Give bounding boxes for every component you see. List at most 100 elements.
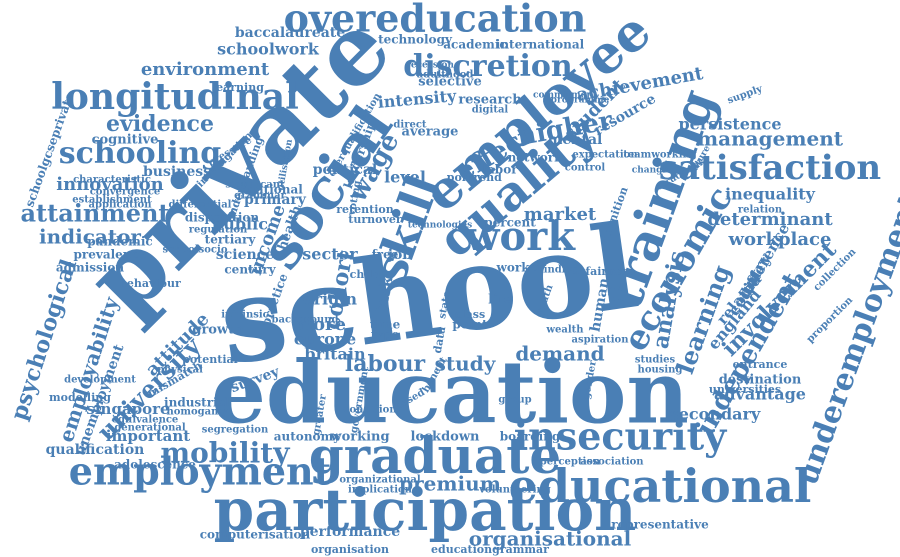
cloud-word-boarding: boarding [500, 430, 561, 444]
cloud-word-europe: europe [294, 330, 356, 349]
cloud-word-expectation: expectation [572, 150, 638, 161]
cloud-word-management: management [697, 127, 844, 151]
cloud-word-market: market [524, 204, 597, 225]
cloud-word-generational: generational [114, 423, 186, 434]
cloud-word-mental: mental [548, 132, 603, 148]
cloud-word-lockdown: lockdown [411, 430, 480, 445]
cloud-word-turnover: turnover [348, 213, 402, 226]
cloud-word-homogamy: homogamy [166, 407, 228, 418]
cloud-word-finding: finding [540, 265, 580, 276]
cloud-word-environment: environment [141, 59, 270, 80]
cloud-word-pandemic: pandemic [87, 235, 152, 249]
cloud-word-persistence: persistence [678, 115, 781, 134]
cloud-word-background: background [272, 315, 339, 326]
cloud-word-percent: percent [484, 216, 536, 230]
cloud-word-science: science [216, 247, 274, 263]
cloud-word-organizational: organizational [339, 475, 420, 486]
cloud-word-trend: trend [468, 171, 502, 184]
cloud-word-evidence: evidence [106, 111, 214, 137]
cloud-word-worker: worker [496, 261, 545, 275]
cloud-word-wealth: wealth [545, 325, 584, 336]
cloud-word-premium: premium [399, 472, 501, 496]
cloud-word-child: child [350, 268, 381, 281]
cloud-word-academic: academic [443, 38, 506, 52]
cloud-word-free: free [372, 248, 399, 262]
cloud-word-education: education [211, 343, 689, 444]
cloud-word-prevalence: prevalence [74, 248, 147, 262]
cloud-word-group: group [498, 395, 531, 406]
cloud-word-schooling: schooling [59, 136, 222, 171]
cloud-word-class: class [455, 308, 485, 321]
cloud-word-equivalence: equivalence [112, 415, 179, 426]
cloud-word-century: century [224, 263, 276, 277]
cloud-word-attainment: attainment [20, 199, 169, 228]
cloud-word-level: level [384, 168, 426, 187]
cloud-word-britain: britain [304, 345, 366, 364]
cloud-word-destination: destination [719, 373, 802, 388]
cloud-word-fairness: fairness [585, 265, 634, 278]
cloud-word-computerisation: computerisation [200, 528, 311, 542]
cloud-word-behaviour: behaviour [119, 277, 181, 290]
cloud-word-disposition: disposition [185, 211, 260, 225]
cloud-word-association: association [580, 457, 644, 468]
cloud-word-retention: retention [336, 203, 393, 216]
cloud-word-schoolwork: schoolwork [217, 40, 320, 59]
cloud-word-workplace: workplace [728, 229, 832, 250]
cloud-word-employment: employment [69, 449, 332, 494]
cloud-word-educational: educational [509, 459, 812, 513]
cloud-word-international: international [496, 38, 585, 52]
cloud-word-aspiration: aspiration [571, 335, 629, 346]
cloud-word-physical: physical [157, 365, 203, 376]
cloud-word-performance: performance [300, 524, 400, 540]
cloud-word-labor: labor [482, 163, 518, 177]
cloud-word-earning: earning [216, 81, 264, 94]
cloud-word-policy: policy [447, 171, 484, 184]
cloud-word-entrance: entrance [733, 358, 788, 371]
cloud-word-convergence: convergence [90, 187, 161, 198]
cloud-word-perception: perception [540, 457, 601, 468]
cloud-word-housing: housing [638, 365, 683, 376]
cloud-word-cognitive: cognitive [92, 133, 159, 148]
cloud-word-advantage: advantage [714, 385, 806, 404]
cloud-word-control: control [565, 163, 606, 174]
cloud-word-establishment: establishment [72, 195, 152, 206]
cloud-word-working: working [329, 430, 389, 445]
cloud-word-representative: representative [611, 518, 709, 532]
cloud-word-adulthood: adulthood [417, 70, 474, 81]
cloud-word-research: research [458, 93, 522, 108]
cloud-word-satisfaction: satisfaction [659, 148, 881, 188]
cloud-word-organisational: organisational [469, 527, 632, 551]
cloud-word-demand: demand [515, 342, 604, 366]
cloud-word-change: change [632, 166, 669, 176]
cloud-word-relation: relation [738, 205, 783, 216]
cloud-word-potential: potential [182, 353, 238, 366]
cloud-word-point: point [452, 318, 488, 332]
cloud-word-primary: primary [244, 192, 307, 208]
cloud-word-more: more [294, 314, 346, 335]
cloud-word-participation: participation [214, 476, 637, 544]
cloud-word-sector: sector [302, 245, 358, 264]
cloud-word-job: job [386, 247, 412, 263]
cloud-word-characteristic: characteristic [73, 175, 151, 186]
cloud-word-adolescence: adolescence [114, 458, 196, 472]
cloud-word-business: business [143, 164, 211, 180]
cloud-word-state: state [437, 290, 453, 319]
cloud-word-baccalaureate: baccalaureate [235, 25, 345, 41]
cloud-word-longitudinal: longitudinal [51, 76, 299, 118]
cloud-word-differential: differential [169, 200, 232, 211]
cloud-word-regulation: regulation [189, 225, 248, 236]
cloud-word-implication: implication [348, 485, 413, 496]
cloud-word-overeducation: overeducation [284, 0, 587, 41]
cloud-word-inequality: inequality [725, 185, 816, 204]
cloud-word-intrinsic: intrinsic [221, 310, 269, 321]
cloud-word-digital: digital [472, 105, 509, 116]
cloud-word-study: study [435, 352, 497, 376]
cloud-word-graduate: graduate [309, 426, 561, 485]
cloud-word-schoolsocio: schoolsocio [163, 245, 228, 256]
cloud-word-innovation: innovation [56, 174, 163, 195]
cloud-word-data: data [431, 325, 448, 354]
cloud-word-origin: origin [303, 290, 357, 309]
cloud-word-educationgrammar: educationgrammar [431, 543, 549, 556]
